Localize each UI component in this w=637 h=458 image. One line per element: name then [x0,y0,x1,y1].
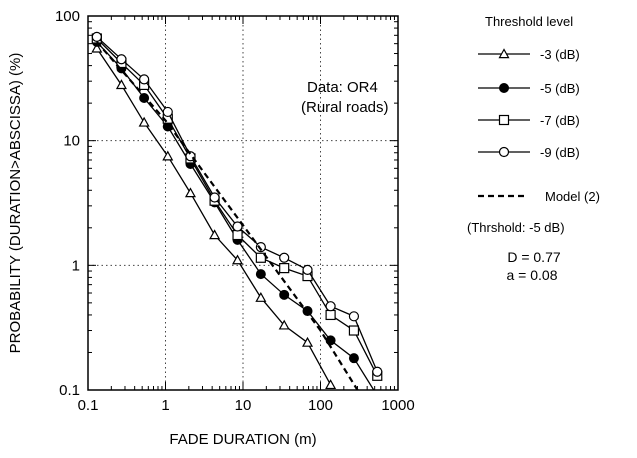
data-point [348,325,360,336]
data-point [91,31,102,42]
data-point [348,311,360,322]
annotation-data-label: Data: OR4 [307,79,378,96]
legend-marker [498,114,510,126]
data-point [325,309,336,321]
data-point [91,42,103,53]
x-tick-label: 1 [161,397,169,414]
legend-label: -3 (dB) [540,47,580,62]
data-point [279,252,290,263]
data-point [302,264,313,275]
legend: -3 (dB) -5 (dB) -7 (dB) -9 (dB) Model (2) [478,47,600,204]
y-tick-label: 10 [63,133,80,150]
series-group [91,31,383,390]
series-line [96,48,332,386]
legend-marker [498,48,510,59]
series-4 [95,41,359,390]
data-point [348,353,359,364]
legend-marker [498,146,510,158]
data-point [325,301,336,312]
y-axis-title: PROBABILITY (DURATION>ABSCISSA) (%) [7,53,24,354]
model-threshold-note: (Thrshold: -5 dB) [467,220,565,235]
series-0 [91,42,337,390]
y-tick-label: 0.1 [59,382,80,399]
data-point [232,221,243,232]
data-point [255,252,266,263]
data-point [232,229,243,241]
data-point [301,336,314,347]
data-point [232,254,244,265]
data-point [279,289,290,300]
data-point [372,366,383,377]
data-point [115,79,127,90]
legend-marker [499,83,509,93]
legend-label: -9 (dB) [540,145,580,160]
param-d-value: D = 0.77 [507,249,561,265]
data-point [209,229,221,240]
legend-label: Model (2) [545,189,600,204]
data-point [278,319,290,330]
param-a-value: a = 0.08 [507,267,558,283]
x-tick-label: 1000 [381,397,414,414]
x-tick-label: 10 [235,397,252,414]
x-axis-title: FADE DURATION (m) [169,431,316,448]
series-line [95,41,359,390]
data-point [325,379,337,390]
data-point [255,242,266,253]
data-point [255,291,267,302]
data-point [184,187,196,198]
data-point [139,92,150,103]
annotation-road-label: (Rural roads) [301,99,389,116]
data-point [209,192,220,203]
legend-label: -7 (dB) [540,113,580,128]
data-point [139,74,150,85]
data-point [138,116,150,127]
axis-ticks: 0.1 1 10 100 1000 0.1 1 10 100 [55,8,415,414]
y-tick-label: 1 [72,257,80,274]
data-point [162,106,173,118]
data-point [116,54,127,65]
x-tick-label: 100 [308,397,333,414]
data-point [279,263,290,274]
data-point [255,269,266,280]
legend-label: -5 (dB) [540,81,580,96]
x-tick-label: 0.1 [78,397,99,414]
data-point [162,150,174,161]
y-tick-label: 100 [55,8,80,25]
series-3 [91,31,383,377]
legend-title: Threshold level [485,14,573,29]
